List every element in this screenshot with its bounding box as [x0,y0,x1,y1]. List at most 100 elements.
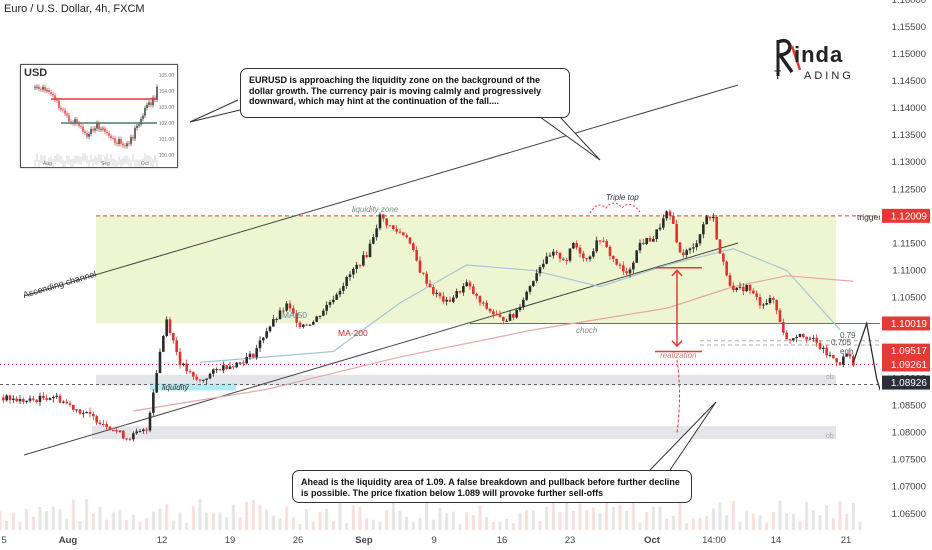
volume-bar [531,510,535,530]
candle-body [592,251,595,257]
volume-bar [498,521,502,530]
candle-body [508,314,512,321]
inset-volume-bar [84,153,86,162]
volume-bar [98,506,102,530]
candle-body [195,376,198,380]
inset-x-tick: Oct [141,161,149,167]
volume-bar [145,517,149,530]
x-tick-label: 9 [431,535,436,546]
candle-body [165,319,168,336]
y-tick-label: 1.07500 [892,455,926,466]
volume-bar [31,516,35,530]
volume-bar [705,516,709,530]
inset-candle-body [126,143,128,147]
candle-body [115,430,118,432]
inset-volume-bar [94,156,96,165]
candle-body [85,411,88,414]
volume-bar [405,516,409,530]
volume-bar [238,516,242,530]
candle-body [232,366,235,368]
volume-bar [818,515,822,530]
candle-body [132,433,135,440]
candle-body [325,304,328,311]
candle-body [708,216,712,219]
candle-body [268,326,272,332]
candle-body [658,227,662,230]
volume-bar [485,517,489,530]
inset-candle-body [56,99,58,101]
y-tick-label: 1.14500 [892,76,926,87]
inset-volume-bar [146,155,148,164]
volume-bar [318,512,322,530]
volume-bar [258,504,262,530]
volume-bar [431,519,435,530]
candle-body [542,263,545,268]
volume-bar [665,518,669,530]
liquidity-zone [96,215,836,324]
inset-y-tick: 102.00 [159,121,175,127]
inset-volume-bar [136,159,138,168]
candle-body [55,395,58,397]
inset-candle-body [42,87,44,90]
y-tick-label: 1.13500 [892,130,926,141]
candle-body [675,223,678,243]
y-tick-label: 1.08500 [892,401,926,412]
volume-bar [518,512,522,530]
candle-body [462,286,465,293]
candle-body [405,235,408,238]
eqh-label: eqh [840,347,853,356]
candle-body [722,253,725,262]
volume-bar [38,506,42,530]
volume-bar [785,513,789,530]
candle-body [808,338,812,340]
inset-volume-bar [104,156,106,165]
candle-body [308,324,312,326]
candle-body [62,401,65,403]
x-tick-label: Oct [644,535,661,546]
volume-bar [278,518,282,530]
candle-body [458,291,462,293]
ascending-channel-label: Ascending channel [22,269,98,300]
inset-volume-bar [100,154,102,163]
inset-volume-bar [78,156,80,165]
inset-candle-body [128,143,130,145]
inset-candle-body [142,115,144,119]
inset-volume-bar [106,153,108,162]
candle-body [805,337,808,340]
candle-body [422,272,425,274]
inset-chart: USD 105.00 104.00 103.00 102.00 101.00 100.00… [20,64,178,169]
volume-bar [65,519,69,530]
volume-bar [91,513,95,530]
candle-body [742,286,745,292]
inset-y-tick: 103.00 [159,105,175,111]
volume-bar [511,523,515,530]
volume-bar [471,515,475,530]
inset-volume-bar [34,159,36,168]
candle-body [418,260,422,273]
candle-body [628,269,632,274]
inset-candle-body [88,133,90,137]
volume-bar [305,508,309,530]
candle-body [305,324,308,326]
inset-candle-body [148,102,150,105]
brand-logo-graphic: inda T ADING [774,38,851,82]
inset-candle-body [116,142,118,145]
volume-bar [758,515,762,530]
brand-logo-main: inda [794,42,843,67]
triple-top-arc [589,202,641,214]
candle-body [515,310,518,318]
volume-bar [571,511,575,530]
triple-top-label: Triple top [606,193,639,202]
inset-volume-bar [122,157,124,166]
price-label-bg [882,357,930,372]
candle-body [338,290,342,295]
y-tick-label: 1.14000 [892,103,926,114]
volume-bar [125,520,129,530]
candle-body [95,416,98,423]
candle-body [558,252,562,259]
candle-body [455,291,458,298]
x-tick-label: Sep [355,535,373,546]
candle-body [552,251,555,256]
inset-volume-bar [76,155,78,164]
y-tick-label: 1.13000 [892,157,926,168]
